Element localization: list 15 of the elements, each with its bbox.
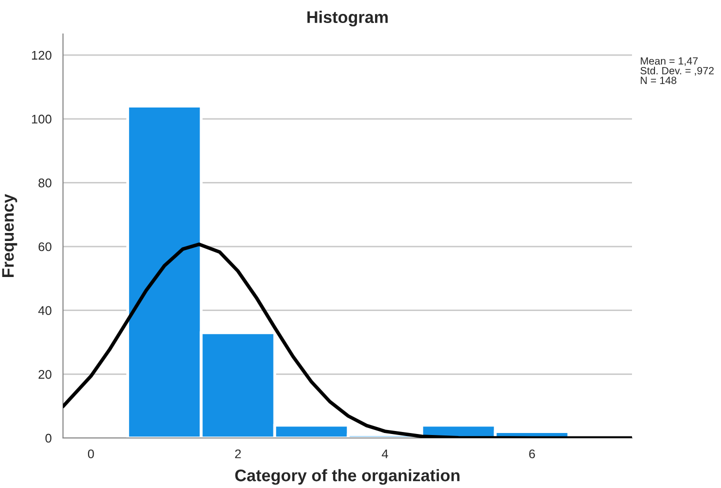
x-axis-title: Category of the organization xyxy=(235,469,460,485)
y-tick-label: 80 xyxy=(38,178,52,188)
x-tick-label: 2 xyxy=(235,449,241,458)
x-tick-label: 6 xyxy=(529,449,535,458)
y-tick-label: 0 xyxy=(45,434,52,443)
y-tick-label: 100 xyxy=(32,114,52,124)
y-tick-label: 120 xyxy=(32,50,52,60)
x-tick-label: 4 xyxy=(382,450,388,458)
chart-title: Histogram xyxy=(307,10,388,26)
y-axis-title: Frequency xyxy=(2,194,18,278)
y-tick-label: 40 xyxy=(38,306,52,316)
text: Mean = 1,47 Std. Dev. = ,972 N = 148 xyxy=(640,57,714,84)
y-tick-label: 60 xyxy=(38,242,52,252)
y-tick-label: 20 xyxy=(38,370,52,379)
x-tick-label: 0 xyxy=(88,449,94,458)
